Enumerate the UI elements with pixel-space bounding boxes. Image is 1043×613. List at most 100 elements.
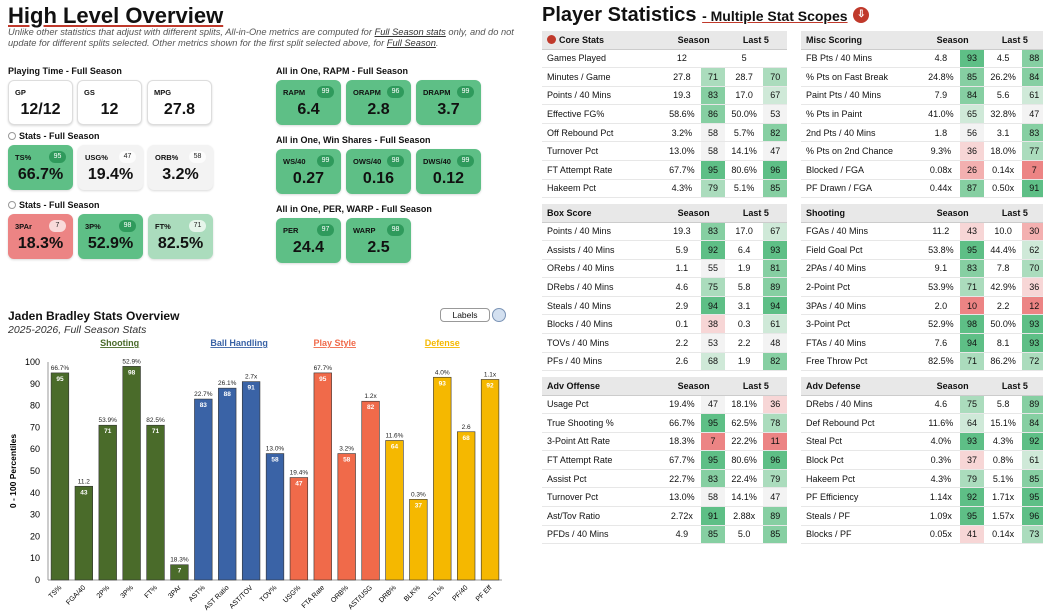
stat-name: DRebs / 40 Mins — [801, 395, 922, 415]
season-percentile: 95 — [701, 450, 725, 470]
stats2-card: FT% 71 82.5% — [148, 214, 213, 259]
card-label: 3P% — [85, 222, 101, 231]
season-header: Season — [662, 31, 725, 50]
disclaimer-link[interactable]: Full Season — [386, 38, 436, 48]
card-label: 3PAr — [15, 222, 32, 231]
last5-value: 5 — [724, 49, 764, 69]
download-icon[interactable]: ⇩ — [853, 7, 870, 23]
table-title-text: Box Score — [547, 207, 592, 218]
card-label: PER — [283, 226, 299, 235]
disclaimer-link[interactable]: Full Season stats — [374, 27, 446, 37]
stat-name: Points / 40 Mins — [542, 86, 663, 106]
disclaimer-text: only, and do not update for different sp… — [8, 27, 514, 48]
last5-value: 3.1 — [983, 123, 1023, 143]
table-row: Usage Pct 19.4% 47 18.1% 36 — [542, 395, 787, 415]
season-percentile: 95 — [701, 160, 725, 180]
player-stats-title-text: Player Statistics — [542, 4, 697, 26]
season-value: 1.1 — [662, 259, 702, 279]
season-percentile: 65 — [960, 104, 984, 124]
table-row: % Pts in Paint 41.0% 65 32.8% 47 — [801, 104, 1043, 124]
season-percentile: 37 — [960, 450, 984, 470]
bar-percentile-label: 37 — [415, 502, 423, 509]
chart-subtitle: 2025-2026, Full Season Stats — [8, 324, 147, 336]
last5-percentile: 79 — [763, 469, 787, 489]
stats2-card: 3P% 98 52.9% — [78, 214, 143, 259]
season-percentile: 64 — [960, 413, 984, 433]
season-percentile: 94 — [701, 296, 725, 316]
stat-name: ORebs / 40 Mins — [542, 259, 663, 279]
bar-AST Ratio — [218, 387, 237, 581]
stat-name: Free Throw Pct — [801, 352, 922, 372]
x-tick-label: ORB% — [330, 584, 350, 604]
season-header: Season — [662, 377, 725, 396]
last5-percentile: 83 — [1022, 123, 1043, 143]
radio-icon[interactable] — [8, 201, 16, 209]
season-percentile: 79 — [960, 469, 984, 489]
stat-name: 2nd Pts / 40 Mins — [801, 123, 922, 143]
last5-value: 2.2 — [983, 296, 1023, 316]
card-value: 6.4 — [297, 101, 320, 118]
x-tick-label: STL% — [427, 584, 445, 602]
y-tick-label: 80 — [30, 401, 40, 411]
season-value: 4.3% — [662, 179, 702, 199]
last5-value: 0.3 — [724, 314, 764, 335]
labels-toggle-switch[interactable] — [492, 308, 506, 322]
season-percentile: 7 — [701, 432, 725, 452]
stat-name: 3-Point Att Rate — [542, 432, 663, 452]
season-value: 53.9% — [921, 277, 961, 297]
stat-name: Paint Pts / 40 Mins — [801, 86, 922, 106]
bar-percentile-label: 64 — [391, 443, 399, 450]
stats-label-2[interactable]: Stats - Full Season — [8, 200, 100, 210]
stat-name: FTAs / 40 Mins — [801, 333, 922, 353]
table-row: 2PAs / 40 Mins 9.1 83 7.8 70 — [801, 259, 1043, 279]
radio-icon[interactable] — [8, 132, 16, 140]
last5-value: 80.6% — [724, 450, 764, 470]
last5-value: 17.0 — [724, 86, 764, 106]
season-value: 0.05x — [921, 525, 961, 545]
season-value: 0.08x — [921, 160, 961, 180]
bar-percentile-label: 47 — [295, 481, 303, 488]
bar-AST/TOV — [241, 381, 261, 581]
season-value: 53.8% — [921, 240, 961, 260]
season-header: Season — [921, 31, 984, 50]
last5-value: 5.1% — [983, 469, 1023, 489]
bar-percentile-label: 68 — [463, 435, 471, 442]
bar-3PAr — [170, 564, 189, 581]
bar-percentile-label: 83 — [200, 402, 208, 409]
last5-percentile: 93 — [763, 240, 787, 260]
last5-value: 5.8 — [724, 277, 764, 297]
table-row: Blocks / PF 0.05x 41 0.14x 73 — [801, 525, 1043, 545]
season-value: 52.9% — [921, 314, 961, 335]
season-value: 66.7% — [662, 413, 702, 433]
card-value: 0.12 — [432, 170, 465, 187]
last5-percentile: 85 — [1022, 469, 1043, 489]
table-row: FTAs / 40 Mins 7.6 94 8.1 93 — [801, 333, 1043, 353]
y-tick-label: 90 — [30, 379, 40, 389]
last5-percentile: 85 — [763, 179, 787, 199]
stat-name: Games Played — [542, 49, 663, 69]
bar-percentile-label: 98 — [128, 369, 136, 376]
stat-name: Turnover Pct — [542, 141, 663, 162]
last5-percentile: 84 — [1022, 413, 1043, 433]
stat-name: Assists / 40 Mins — [542, 240, 663, 260]
percentile-badge: 98 — [387, 155, 404, 167]
per-card: PER 97 24.4 — [276, 218, 341, 263]
season-value: 4.8 — [921, 49, 961, 69]
card-value: 3.7 — [437, 101, 460, 118]
percentile-badge: 99 — [457, 155, 474, 167]
bar-stat-label: 22.7% — [194, 391, 213, 398]
last5-value: 1.9 — [724, 259, 764, 279]
table-title-text: Shooting — [806, 207, 845, 218]
disclaimer-text: . — [435, 38, 439, 48]
labels-toggle-button[interactable]: Labels — [440, 308, 490, 322]
bar-stat-label: 82.5% — [146, 417, 165, 424]
ws-card: OWS/40 98 0.16 — [346, 149, 411, 194]
last5-percentile: 12 — [1022, 296, 1043, 316]
stat-name: Steals / 40 Mins — [542, 296, 663, 316]
bar-percentile-label: 71 — [104, 428, 112, 435]
stats-table-adv-defense: Adv Defense Season Last 5 DRebs / 40 Mins 4.… — [801, 377, 1043, 545]
x-tick-label: FGA/40 — [65, 584, 87, 606]
stats-label-1[interactable]: Stats - Full Season — [8, 131, 100, 141]
table-row: Turnover Pct 13.0% 58 14.1% 47 — [542, 487, 787, 508]
playing-time-label: Playing Time - Full Season — [8, 66, 122, 76]
